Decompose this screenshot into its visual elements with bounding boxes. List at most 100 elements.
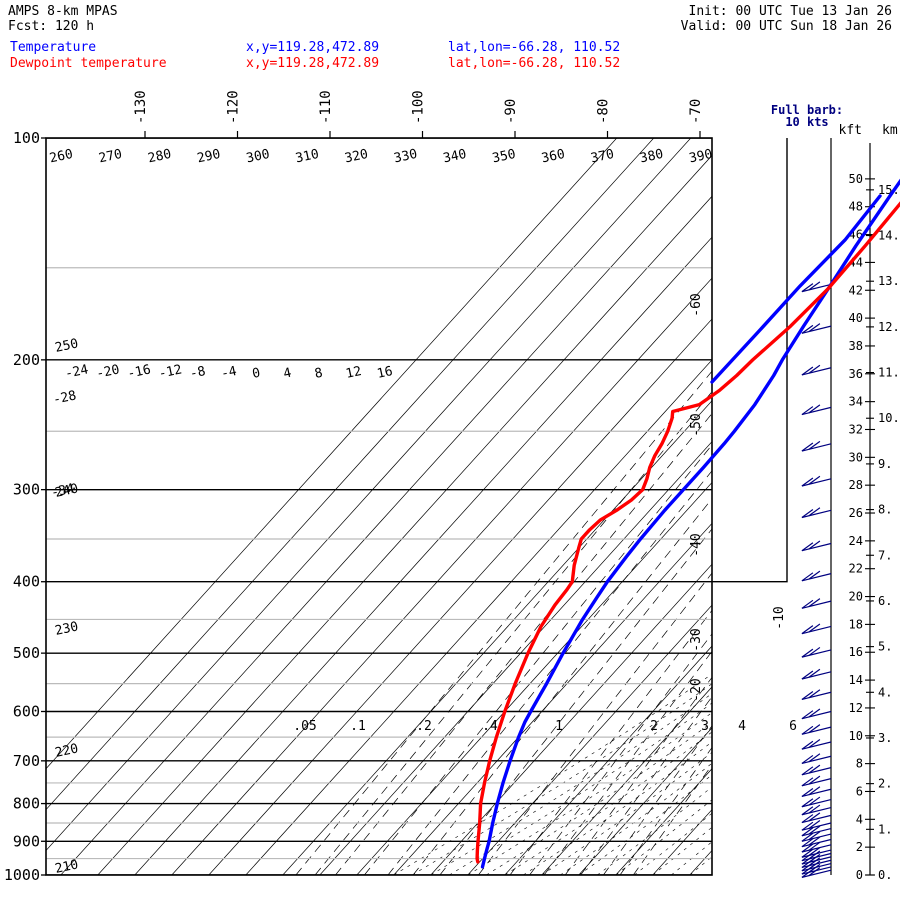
isotherm-label: -28 [52,388,78,408]
pressure-tick-label: 500 [13,644,40,662]
wind-barb [801,542,832,552]
wind-barb [801,869,832,878]
isotherm [60,154,712,875]
km-tick-label: 6. [878,594,892,608]
temperature-trace [480,178,900,869]
top-temp-label: -110 [318,90,334,124]
wind-barb-flag [808,570,821,580]
isotherm-label: 12 [345,364,363,382]
wind-barb [801,806,832,816]
dewpoint-xy: x,y=119.28,472.89 [246,56,380,71]
wind-barb-flag [801,848,814,858]
isotherm-label: 8 [313,366,324,382]
wind-barb [801,671,832,680]
temperature-latlon: lat,lon=-66.28, 110.52 [448,40,621,55]
wind-barbs [801,281,832,878]
wind-barb-flag [801,766,814,776]
theta-label: 320 [343,147,369,167]
wind-barb-flag [801,625,814,635]
km-tick-label: 8. [878,503,892,517]
wind-barb-flag [808,753,821,763]
isotherm [46,138,655,811]
wind-barb-flag [801,542,814,552]
wind-barb-flag [808,850,821,860]
wind-barb [801,478,832,487]
kft-tick-label: 30 [849,450,863,464]
isotherm-label: 16 [376,364,394,382]
wind-barb-flag [808,646,821,656]
kft-tick-label: 0 [856,868,863,882]
pressure-tick-label: 900 [13,832,40,850]
wind-barb-flag [801,740,814,750]
wind-barb-flag [808,841,821,851]
theta-label: 310 [294,147,320,167]
top-temp-label: -80 [596,99,612,124]
isotherm [134,236,712,875]
theta-label: 250 [54,336,80,356]
theta-label: 360 [540,147,566,167]
wind-barb-flag [808,764,821,774]
km-axis-label: km [882,123,898,138]
isotherm-label: -40 [689,533,704,556]
wind-barb-flag [801,843,814,853]
wind-barb-flag [808,668,821,678]
km-tick-label: 2. [878,777,892,791]
mixing-ratio-line [580,696,712,875]
temperature-legend-label: Temperature [10,40,97,55]
wind-barb-flag [808,812,821,822]
km-tick-label: 13. [878,274,900,288]
mixing-ratio-line [439,528,712,875]
moist-adiabat [504,731,712,875]
wind-barb-flag [808,796,821,806]
wind-barb [801,283,832,293]
kft-tick-label: 36 [849,367,863,381]
kft-tick-label: 22 [849,562,863,576]
isotherm-label: 4 [282,366,293,382]
wind-barb [801,649,832,658]
mixing-ratio-line [387,470,712,875]
km-tick-label: 15. [878,183,900,197]
wind-barb-flag [808,598,821,608]
wind-barb-flag [801,283,814,293]
kft-tick-label: 28 [849,478,863,492]
isotherm [319,441,712,875]
km-tick-label: 9. [878,457,892,471]
kft-tick-label: 48 [849,200,863,214]
wind-barb [801,788,832,798]
wind-barb [801,844,832,853]
moist-adiabat [689,856,712,875]
theta-label: 340 [442,147,468,167]
wind-barb [801,849,832,858]
wind-barb [801,406,832,416]
mixing-ratio-label: 1 [555,719,563,734]
wind-barb-flag [808,739,821,748]
kft-tick-label: 10 [849,729,863,743]
pressure-tick-label: 800 [13,795,40,813]
wind-barb-flag [808,775,821,785]
km-tick-label: 10. [878,411,900,425]
kft-tick-label: 4 [856,812,863,826]
wind-barb-flag [801,787,814,797]
wind-barb-key: Full barb: 10 kts [762,104,852,128]
wind-barb [801,691,832,701]
wind-barb-flag [808,836,821,846]
wind-barb [801,859,832,869]
mixing-ratio-line [509,609,712,875]
kft-tick-label: 16 [849,645,863,659]
mixing-ratio-label: .4 [482,719,498,734]
valid-time: Valid: 00 UTC Sun 18 Jan 26 [680,19,892,34]
isotherm [46,138,618,770]
isotherm [393,522,712,875]
wind-barb-flag [808,867,821,877]
isotherm-label: -20 [95,362,121,382]
wind-barb [801,778,832,787]
wind-barb [801,863,832,872]
wind-barb-flag [801,827,814,837]
mixing-ratio-line [478,572,712,875]
km-tick-label: 1. [878,822,892,836]
isotherm-label: -8 [189,364,207,382]
theta-label: 350 [491,147,517,167]
kft-tick-label: 40 [849,311,863,325]
wind-barb-flag [801,406,814,416]
